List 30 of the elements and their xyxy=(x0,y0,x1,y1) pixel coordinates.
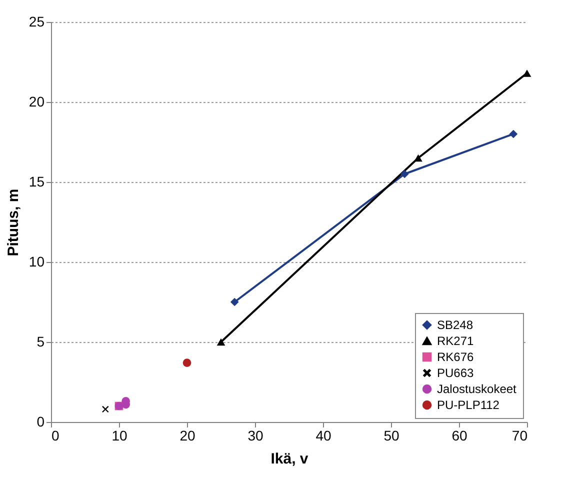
x-tick-label: 30 xyxy=(248,428,264,444)
point xyxy=(182,358,192,367)
point xyxy=(509,130,518,138)
point xyxy=(102,406,109,413)
x-axis-title: Ikä, v xyxy=(270,450,309,468)
x-tick-label: 40 xyxy=(316,428,332,444)
y-tick-label: 25 xyxy=(28,14,45,30)
x-tick-label: 70 xyxy=(512,428,528,444)
x-tick-label: 50 xyxy=(384,428,400,444)
legend-label: RK271 xyxy=(437,334,474,348)
legend-label: PU663 xyxy=(437,366,474,380)
y-axis-title: Pituus, m xyxy=(4,188,22,256)
y-tick-label: 0 xyxy=(36,414,45,430)
x-tick-label: 0 xyxy=(52,428,60,444)
point xyxy=(522,70,532,77)
point xyxy=(400,170,409,178)
y-tick-label: 15 xyxy=(28,174,45,190)
x-tick-label: 20 xyxy=(180,428,196,444)
legend-label: SB248 xyxy=(437,318,474,332)
y-tick-label: 10 xyxy=(28,254,45,270)
y-tick-label: 20 xyxy=(28,94,45,110)
legend-label: Jalostuskokeet xyxy=(437,382,518,396)
y-tick-label: 5 xyxy=(36,334,45,350)
point xyxy=(216,338,226,346)
x-tick-label: 10 xyxy=(112,428,128,444)
point xyxy=(414,154,422,162)
legend-label: PU-PLP112 xyxy=(437,398,500,412)
legend-label: RK676 xyxy=(437,350,474,364)
point xyxy=(230,298,239,306)
x-tick-label: 60 xyxy=(452,428,468,444)
